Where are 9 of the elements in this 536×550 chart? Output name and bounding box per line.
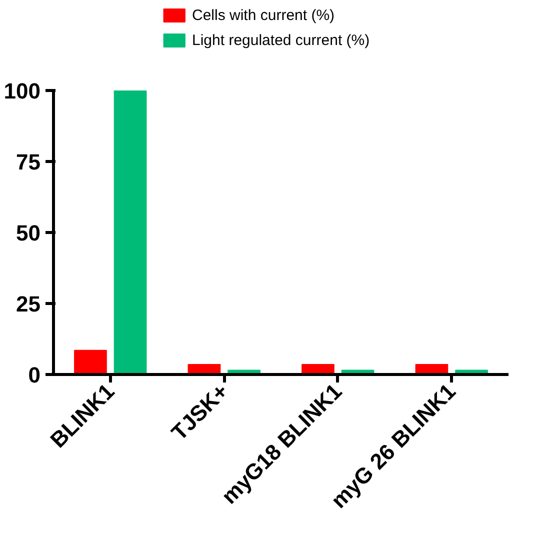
legend-label: Light regulated current (%) xyxy=(192,32,370,49)
bar xyxy=(114,90,147,374)
y-tick-label: 25 xyxy=(16,292,41,316)
y-tick-label: 0 xyxy=(28,362,41,388)
bar xyxy=(74,350,107,374)
y-tick-label: 100 xyxy=(4,78,41,104)
y-tick-label: 50 xyxy=(16,220,41,246)
y-tick-label: 75 xyxy=(16,150,41,174)
legend-label: Cells with current (%) xyxy=(192,7,335,24)
